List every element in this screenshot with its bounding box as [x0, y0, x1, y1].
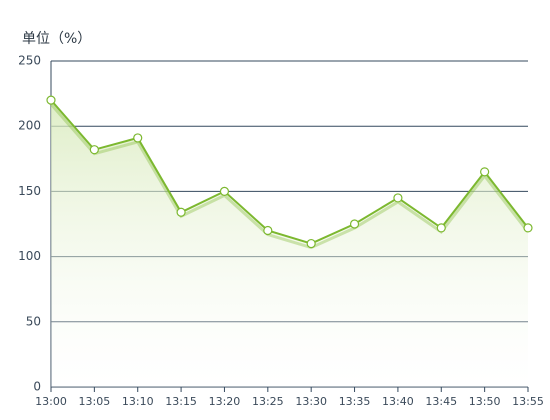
- x-tick-label: 13:05: [79, 395, 111, 408]
- x-tick-label: 13:25: [252, 395, 284, 408]
- x-tick-label: 13:40: [382, 395, 414, 408]
- x-tick-label: 13:15: [165, 395, 197, 408]
- x-tick-label: 13:35: [339, 395, 371, 408]
- area: [51, 100, 528, 388]
- y-axis-label: 单位（%）: [22, 31, 91, 47]
- point: [480, 167, 490, 177]
- y-tick-label: 250: [18, 54, 41, 68]
- x-tick-label: 13:45: [425, 395, 457, 408]
- y-tick-label: 0: [33, 380, 41, 394]
- x-tick-label: 13:00: [35, 395, 67, 408]
- point: [393, 193, 403, 203]
- point: [523, 223, 533, 233]
- x-tick-label: 13:20: [209, 395, 241, 408]
- y-tick-label: 200: [18, 119, 41, 133]
- x-tick-label: 13:10: [122, 395, 154, 408]
- line-shadow: [49, 103, 530, 250]
- y-tick-label: 50: [26, 314, 41, 328]
- point: [306, 238, 316, 249]
- point: [176, 207, 186, 217]
- point: [133, 133, 143, 143]
- point: [349, 219, 360, 229]
- point: [89, 145, 99, 155]
- line: [50, 99, 529, 245]
- x-tick-label: 13:30: [295, 395, 327, 408]
- y-tick-label: 150: [18, 184, 41, 198]
- x-tick-label: 13:50: [469, 395, 501, 408]
- point: [219, 186, 230, 196]
- point: [263, 225, 273, 236]
- point: [436, 223, 446, 233]
- x-tick-label: 13:55: [512, 395, 544, 408]
- point: [46, 95, 56, 105]
- y-tick-label: 100: [18, 249, 41, 263]
